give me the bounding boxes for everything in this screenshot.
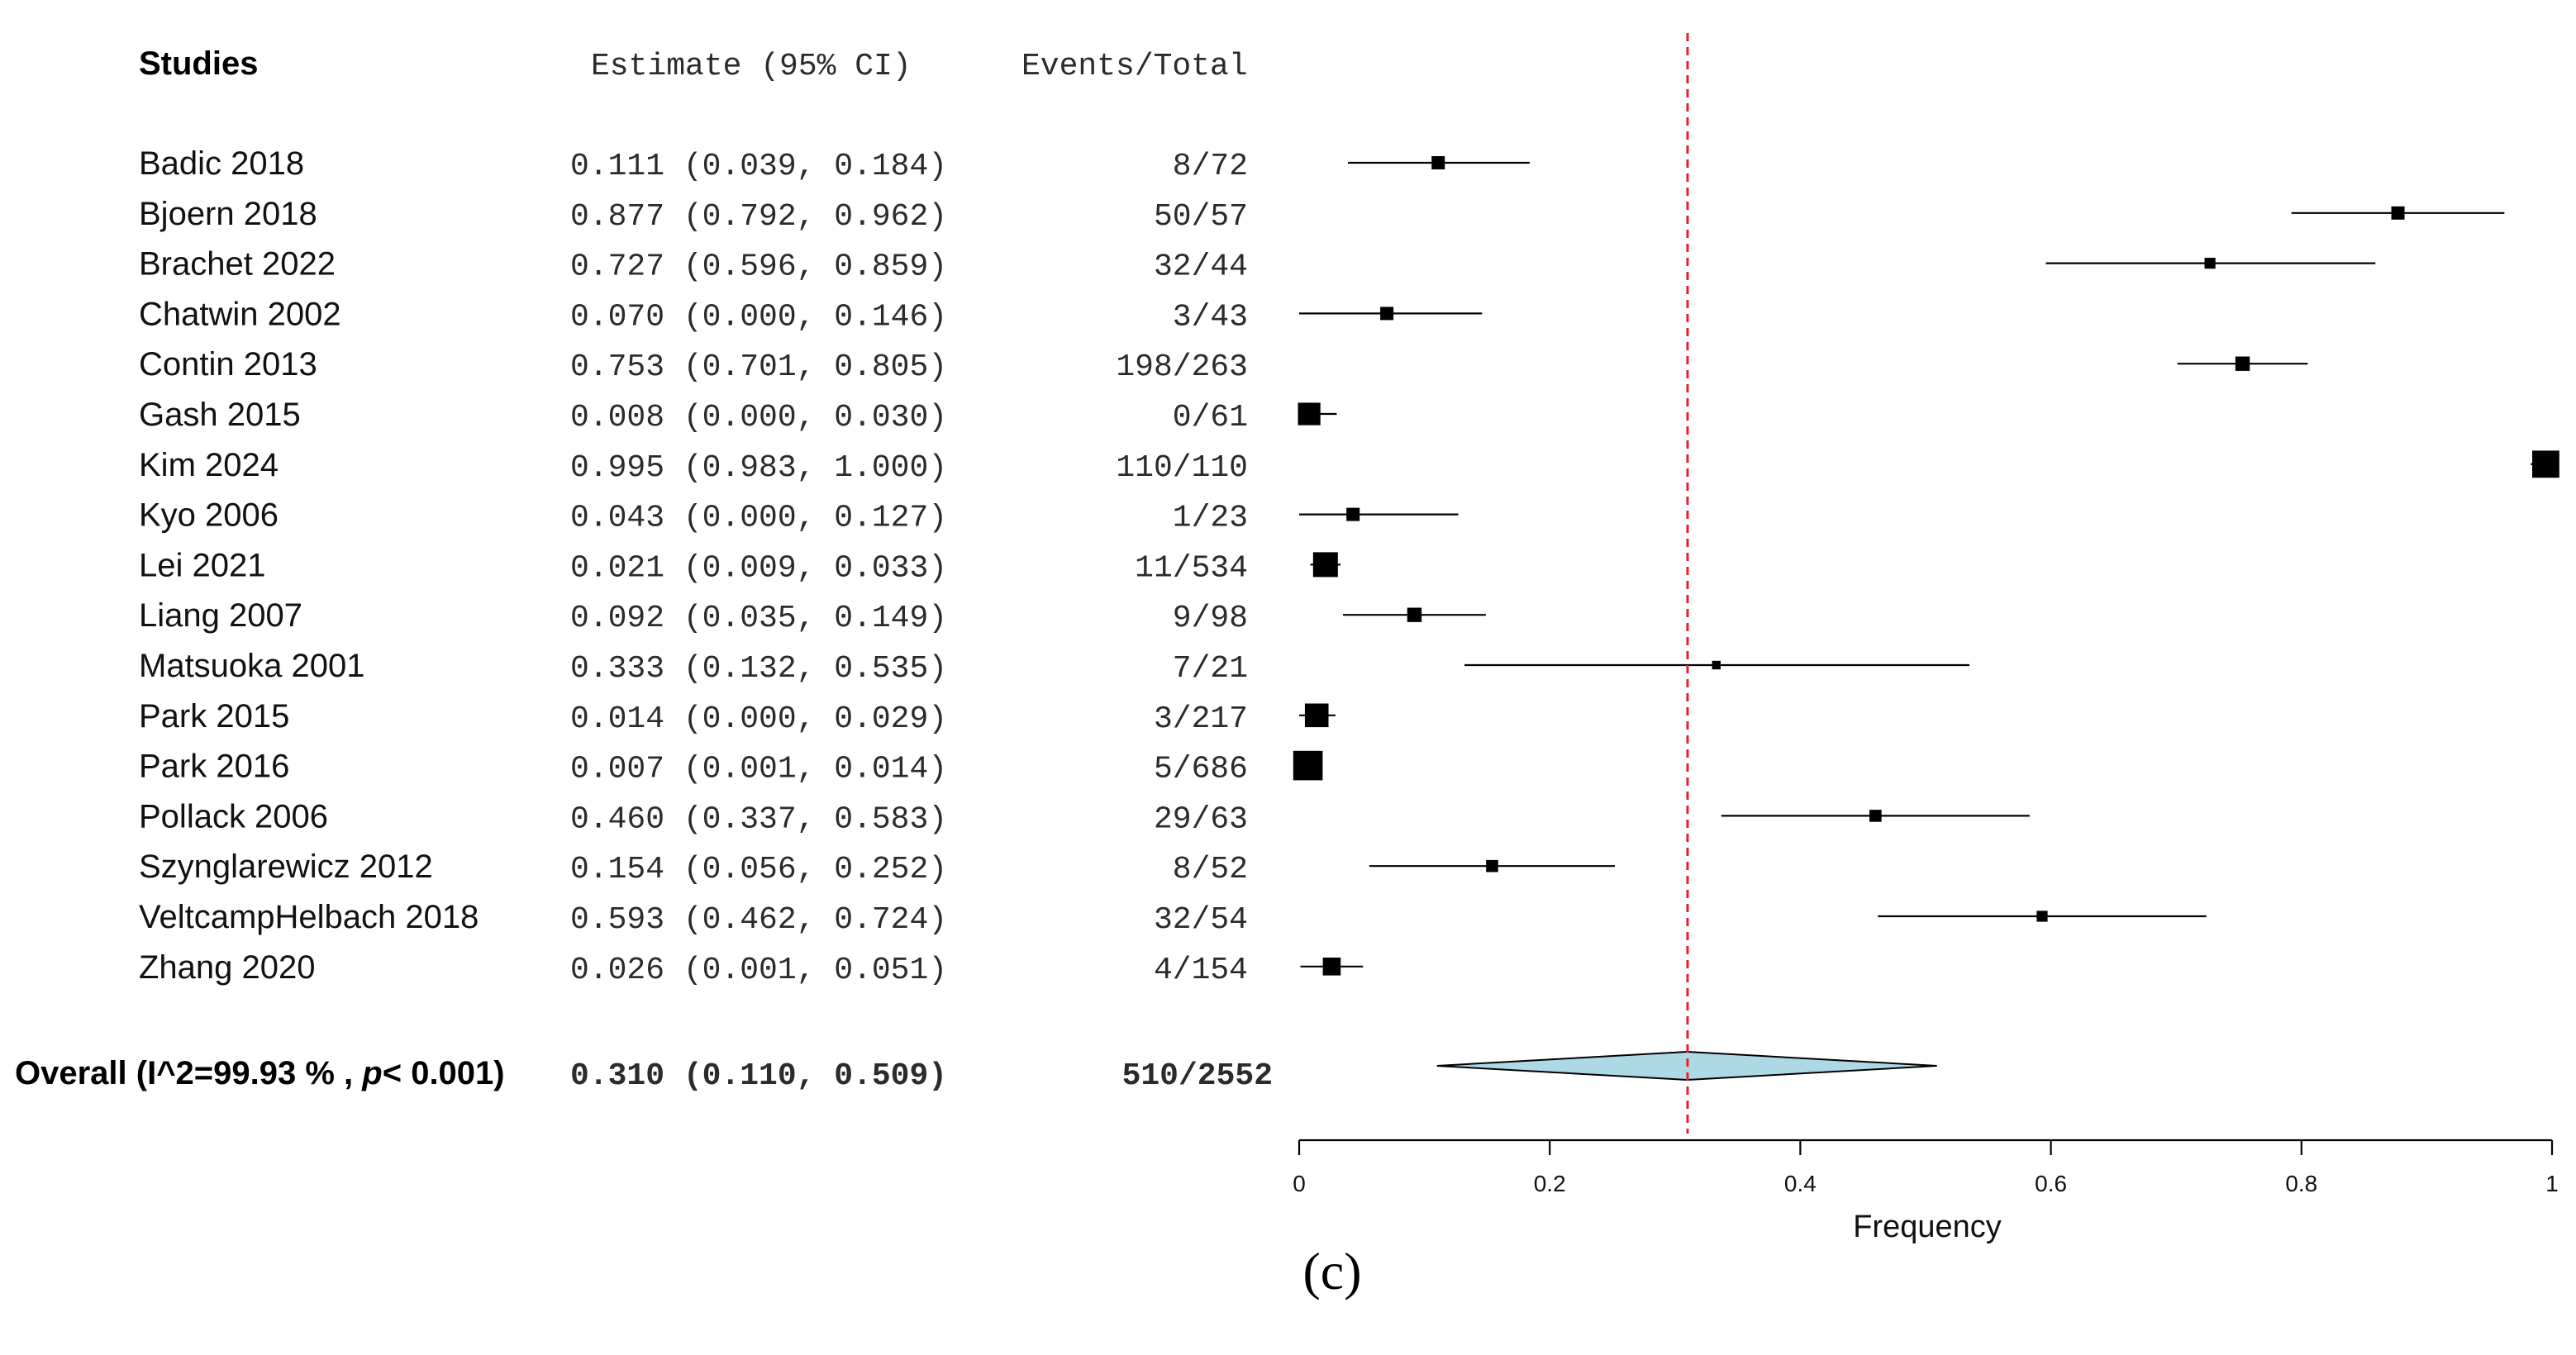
study-point (1431, 156, 1445, 169)
study-name: Lei 2021 (139, 547, 265, 583)
study-events-text: 0/61 (1173, 400, 1248, 435)
study-estimate-text: 0.070 (0.000, 0.146) (570, 299, 947, 335)
study-point (1322, 958, 1341, 976)
study-marks (1293, 156, 2559, 976)
study-estimate-text: 0.995 (0.983, 1.000) (570, 450, 947, 486)
study-name: Pollack 2006 (139, 798, 328, 834)
study-point (1304, 703, 1329, 728)
study-estimate-text: 0.111 (0.039, 0.184) (570, 149, 947, 184)
study-name: Liang 2007 (139, 597, 302, 634)
study-point (2532, 450, 2559, 478)
study-point (2235, 356, 2250, 371)
header-estimate: Estimate (95% CI) (591, 49, 912, 84)
study-events-text: 32/44 (1154, 250, 1248, 285)
x-tick-label: 1 (2545, 1171, 2559, 1196)
study-events-text: 4/154 (1154, 953, 1248, 988)
study-point (1407, 607, 1422, 622)
study-name: Contin 2013 (139, 346, 317, 383)
study-point (1293, 750, 1323, 781)
header-studies: Studies (139, 45, 258, 82)
header-events: Events/Total (1021, 49, 1248, 84)
study-point (1346, 507, 1360, 521)
study-name: Chatwin 2002 (139, 296, 341, 332)
study-estimate-text: 0.727 (0.596, 0.859) (570, 250, 947, 285)
study-events-text: 50/57 (1154, 199, 1248, 235)
study-estimate-text: 0.460 (0.337, 0.583) (570, 801, 947, 837)
overall-label-suffix: < 0.001) (383, 1055, 505, 1091)
study-estimate-text: 0.877 (0.792, 0.962) (570, 199, 947, 235)
study-estimate-text: 0.333 (0.132, 0.535) (570, 651, 947, 687)
study-events-text: 3/43 (1173, 299, 1248, 335)
study-events-text: 29/63 (1154, 801, 1248, 837)
study-estimate-text: 0.593 (0.462, 0.724) (570, 902, 947, 938)
study-rows: Badic 2018 0.111 (0.039, 0.184) 8/72 Bjoern… (139, 145, 1248, 988)
overall-label: Overall (I^2=99.93 % , p< 0.001) (15, 1055, 505, 1091)
study-point (1380, 307, 1394, 321)
study-point (2036, 910, 2048, 922)
x-tick-label: 0 (1293, 1171, 1306, 1196)
x-tick-label: 0.2 (1534, 1171, 1566, 1196)
study-estimate-text: 0.014 (0.000, 0.029) (570, 701, 947, 737)
study-name: Gash 2015 (139, 397, 301, 433)
study-name: Brachet 2022 (139, 246, 336, 283)
study-point (1486, 859, 1498, 872)
x-tick-label: 0.4 (1784, 1171, 1817, 1196)
study-estimate-text: 0.021 (0.009, 0.033) (570, 550, 947, 586)
study-estimate-text: 0.092 (0.035, 0.149) (570, 601, 947, 636)
study-events-text: 9/98 (1173, 601, 1248, 636)
overall-label-p: p (361, 1055, 382, 1091)
study-events-text: 198/263 (1116, 349, 1248, 385)
study-estimate-text: 0.026 (0.001, 0.051) (570, 953, 947, 988)
study-name: Matsuoka 2001 (139, 648, 365, 684)
study-name: Kyo 2006 (139, 497, 279, 534)
overall-estimate-text: 0.310 (0.110, 0.509) (570, 1058, 947, 1094)
study-estimate-text: 0.008 (0.000, 0.030) (570, 400, 947, 435)
x-axis-label: Frequency (1853, 1210, 2002, 1244)
study-events-text: 1/23 (1173, 501, 1248, 536)
study-estimate-text: 0.753 (0.701, 0.805) (570, 349, 947, 385)
study-events-text: 3/217 (1154, 701, 1248, 737)
study-point (1712, 660, 1721, 670)
x-tick-label: 0.6 (2035, 1171, 2067, 1196)
study-name: Kim 2024 (139, 447, 279, 483)
panel-label: (c) (1302, 1242, 1361, 1300)
study-name: Badic 2018 (139, 145, 304, 182)
study-estimate-text: 0.043 (0.000, 0.127) (570, 501, 947, 536)
study-events-text: 110/110 (1116, 450, 1248, 486)
study-name: Szynglarewicz 2012 (139, 849, 433, 885)
study-point (1312, 552, 1338, 578)
overall-events-text: 510/2552 (1122, 1058, 1273, 1094)
study-events-text: 32/54 (1154, 902, 1248, 938)
study-point (2204, 258, 2216, 269)
study-name: Park 2015 (139, 698, 289, 735)
study-estimate-text: 0.007 (0.001, 0.014) (570, 752, 947, 787)
study-events-text: 5/686 (1154, 752, 1248, 787)
study-point (1869, 810, 1882, 822)
study-events-text: 8/72 (1173, 149, 1248, 184)
x-tick-label: 0.8 (2285, 1171, 2317, 1196)
study-name: Bjoern 2018 (139, 196, 317, 232)
study-estimate-text: 0.154 (0.056, 0.252) (570, 852, 947, 887)
study-name: Park 2016 (139, 749, 289, 785)
study-point (2391, 206, 2405, 220)
overall-label-prefix: Overall (I^2=99.93 % , (15, 1055, 362, 1091)
study-name: Zhang 2020 (139, 949, 316, 986)
study-events-text: 8/52 (1173, 852, 1248, 887)
study-point (1298, 402, 1321, 426)
x-axis: 0 0.2 0.4 0.6 0.8 1 (1293, 1139, 2559, 1196)
study-events-text: 7/21 (1173, 651, 1248, 687)
study-name: VeltcampHelbach 2018 (139, 899, 479, 935)
study-events-text: 11/534 (1135, 550, 1248, 586)
